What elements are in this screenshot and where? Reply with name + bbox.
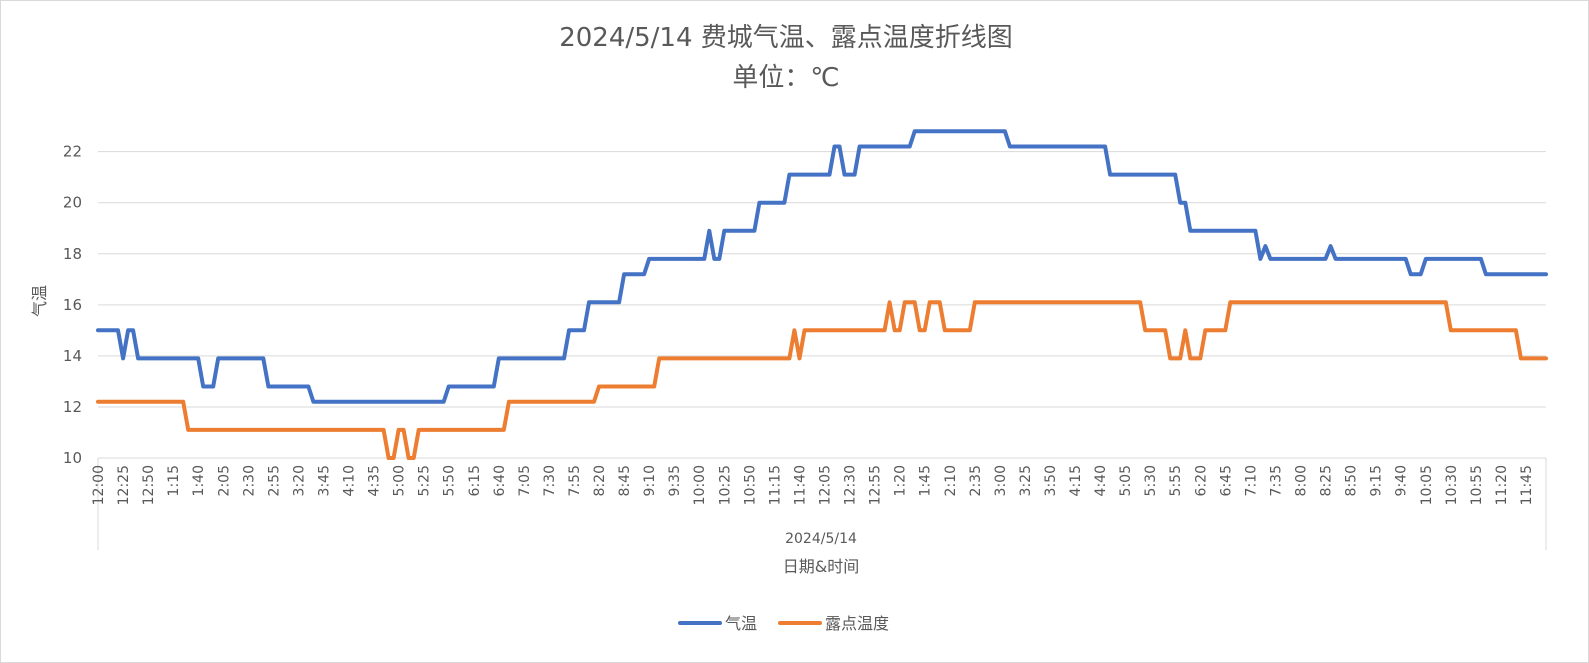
x-tick-label: 10:05	[1419, 465, 1435, 505]
x-tick-label: 10:55	[1469, 465, 1485, 505]
x-tick-label: 2:35	[968, 465, 984, 496]
x-tick-label: 9:35	[667, 465, 683, 496]
legend-label: 气温	[725, 614, 757, 633]
x-tick-label: 10:25	[717, 465, 733, 505]
x-tick-label: 6:15	[467, 465, 483, 496]
x-tick-label: 7:30	[542, 465, 558, 496]
x-tick-label: 5:05	[1118, 465, 1134, 496]
x-tick-label: 7:35	[1268, 465, 1284, 496]
x-tick-label: 3:50	[1043, 465, 1059, 496]
x-tick-label: 5:25	[417, 465, 433, 496]
chart-title: 2024/5/14 费城气温、露点温度折线图	[559, 23, 1013, 53]
x-tick-label: 12:00	[91, 465, 107, 505]
x-tick-label: 12:05	[818, 465, 834, 505]
y-axis-ticks: 10 12 14 16 18 20 22	[63, 143, 82, 467]
y-tick-label: 14	[63, 347, 82, 365]
x-tick-label: 1:15	[166, 465, 182, 496]
x-tick-label: 9:15	[1369, 465, 1385, 496]
series-line-1	[96, 129, 1548, 404]
x-tick-label: 4:10	[342, 465, 358, 496]
x-tick-label: 1:45	[918, 465, 934, 496]
x-tick-label: 2:30	[241, 465, 257, 496]
y-tick-label: 10	[63, 449, 82, 467]
x-tick-label: 1:20	[893, 465, 909, 496]
x-tick-label: 11:40	[792, 465, 808, 505]
x-tick-label: 8:25	[1319, 465, 1335, 496]
y-tick-label: 20	[63, 194, 82, 212]
x-tick-label: 1:40	[191, 465, 207, 496]
x-tick-label: 10:30	[1444, 465, 1460, 505]
x-tick-label: 5:30	[1143, 465, 1159, 496]
x-tick-label: 6:20	[1193, 465, 1209, 496]
x-tick-label: 2:10	[943, 465, 959, 496]
x-axis: 12:00 12:25 12:50 1:15 1:40 2:05 2:30 2:55 3:20 3…	[91, 457, 1547, 550]
x-axis-title: 日期&时间	[783, 557, 859, 576]
x-tick-label: 7:05	[517, 465, 533, 496]
x-tick-label: 10:50	[742, 465, 758, 505]
x-tick-label: 4:40	[1093, 465, 1109, 496]
x-tick-label: 8:45	[617, 465, 633, 496]
y-tick-label: 16	[63, 296, 82, 314]
x-tick-label: 12:30	[843, 465, 859, 505]
y-tick-label: 18	[63, 245, 82, 263]
x-tick-label: 12:50	[141, 465, 157, 505]
x-tick-label: 4:35	[367, 465, 383, 496]
series-lines	[96, 129, 1548, 460]
x-tick-label: 5:50	[442, 465, 458, 496]
x-tick-label: 2:55	[266, 465, 282, 496]
x-tick-label: 12:55	[868, 465, 884, 505]
x-tick-label: 7:55	[567, 465, 583, 496]
x-tick-label: 8:00	[1293, 465, 1309, 496]
x-tick-label: 3:45	[316, 465, 332, 496]
x-tick-label: 3:00	[993, 465, 1009, 496]
y-axis-title: 气温	[30, 285, 49, 317]
x-tick-label: 9:10	[642, 465, 658, 496]
legend: 气温 露点温度	[678, 614, 889, 633]
x-tick-label: 11:20	[1494, 465, 1510, 505]
x-axis-group-label: 2024/5/14	[785, 531, 857, 547]
x-tick-label: 9:40	[1394, 465, 1410, 496]
x-tick-label: 8:20	[592, 465, 608, 496]
x-tick-label: 3:20	[291, 465, 307, 496]
y-tick-label: 22	[63, 143, 82, 161]
x-tick-label: 7:10	[1243, 465, 1259, 496]
x-tick-label: 12:25	[116, 465, 132, 505]
x-tick-label: 2:05	[216, 465, 232, 496]
x-tick-label: 8:50	[1344, 465, 1360, 496]
chart-subtitle: 单位：℃	[732, 63, 839, 93]
x-tick-label: 5:55	[1168, 465, 1184, 496]
series-line-2	[96, 300, 1548, 460]
x-tick-label: 6:45	[1218, 465, 1234, 496]
x-tick-label: 5:00	[392, 465, 408, 496]
y-tick-label: 12	[63, 398, 82, 416]
gridlines	[98, 151, 1546, 459]
x-tick-label: 3:25	[1018, 465, 1034, 496]
x-tick-label: 10:00	[692, 465, 708, 505]
x-tick-label: 6:40	[492, 465, 508, 496]
x-tick-label: 11:15	[767, 465, 783, 505]
x-tick-label: 11:45	[1519, 465, 1535, 505]
x-tick-label: 4:15	[1068, 465, 1084, 496]
legend-label: 露点温度	[825, 614, 889, 633]
